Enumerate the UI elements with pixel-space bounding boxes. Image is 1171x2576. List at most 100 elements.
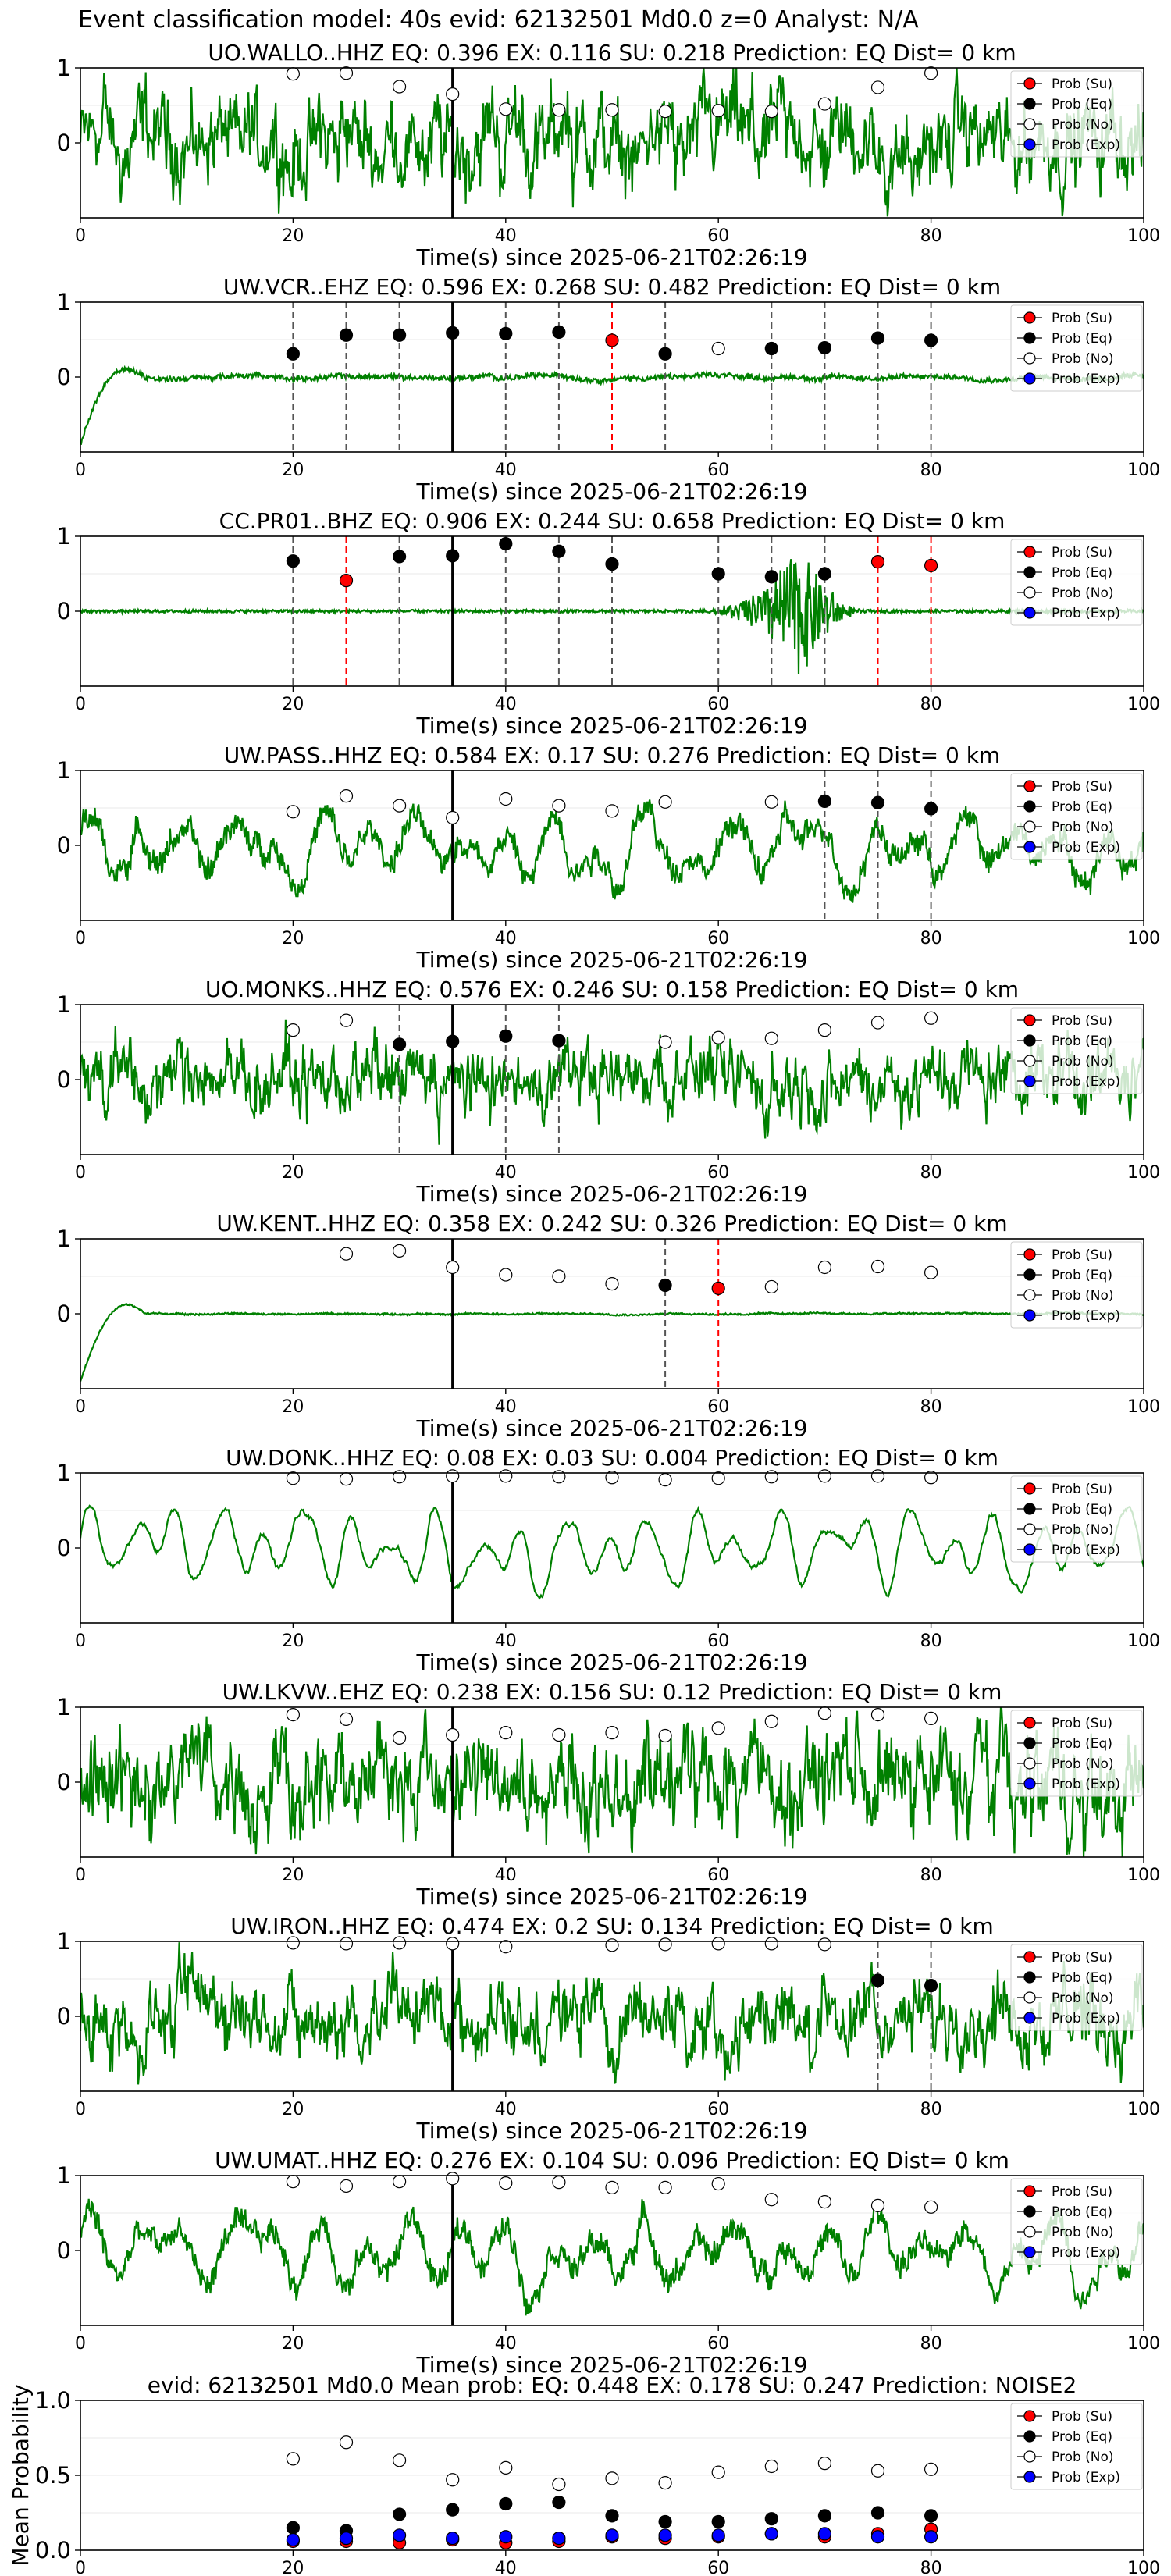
legend-label: Prob (Eq) bbox=[1052, 565, 1112, 581]
legend-box bbox=[1010, 1007, 1143, 1094]
legend-marker-exp bbox=[1023, 1777, 1036, 1790]
subplot-title: UW.VCR..EHZ EQ: 0.596 EX: 0.268 SU: 0.48… bbox=[223, 274, 1001, 300]
legend-label: Prob (Su) bbox=[1052, 779, 1112, 795]
x-axis-label: Time(s) since 2025-06-21T02:26:19 bbox=[415, 2352, 807, 2378]
prob-point-eq bbox=[817, 340, 832, 355]
prob-point-no bbox=[499, 2176, 513, 2190]
prob-point-no bbox=[764, 795, 778, 809]
subplot-title: UW.LKVW..EHZ EQ: 0.238 EX: 0.156 SU: 0.1… bbox=[222, 1679, 1002, 1705]
x-tick-label: 40 bbox=[495, 1397, 517, 1417]
waveform-trace bbox=[80, 799, 1144, 903]
x-tick-label: 80 bbox=[920, 2334, 942, 2354]
prob-point-no bbox=[658, 1937, 672, 1952]
prob-point-no bbox=[286, 67, 300, 81]
x-tick-label: 60 bbox=[707, 2559, 729, 2576]
x-tick-label: 20 bbox=[282, 461, 304, 480]
x-tick-label: 0 bbox=[75, 1397, 86, 1417]
mean-point-no bbox=[817, 2457, 832, 2471]
prob-point-no bbox=[339, 789, 354, 803]
legend-label: Prob (No) bbox=[1052, 1054, 1114, 1069]
prob-point-no bbox=[446, 1260, 460, 1275]
waveform-trace bbox=[80, 365, 1144, 446]
subplot-title: UO.MONKS..HHZ EQ: 0.576 EX: 0.246 SU: 0.… bbox=[205, 977, 1019, 1002]
prob-point-no bbox=[711, 104, 725, 118]
legend-label: Prob (Exp) bbox=[1052, 1074, 1120, 1090]
prob-point-no bbox=[393, 1244, 407, 1258]
prob-point-no bbox=[339, 1472, 354, 1486]
prob-point-no bbox=[552, 799, 566, 813]
legend-marker-eq bbox=[1023, 1737, 1036, 1749]
prob-point-no bbox=[286, 1023, 300, 1037]
mean-point-eq bbox=[764, 2512, 778, 2526]
x-tick-label: 80 bbox=[920, 1163, 942, 1183]
y-tick-label: 1 bbox=[57, 2162, 71, 2189]
prob-point-su bbox=[605, 333, 619, 347]
x-tick-label: 100 bbox=[1127, 929, 1160, 948]
legend-marker-su bbox=[1023, 2410, 1036, 2422]
mean-point-exp bbox=[764, 2527, 778, 2541]
prob-point-no bbox=[711, 1721, 725, 1735]
prob-point-no bbox=[817, 1937, 832, 1952]
x-tick-label: 0 bbox=[75, 2559, 86, 2576]
legend-label: Prob (Su) bbox=[1052, 1482, 1112, 1497]
prob-point-no bbox=[924, 66, 938, 80]
prob-point-no bbox=[339, 66, 354, 80]
x-tick-label: 60 bbox=[707, 695, 729, 714]
x-axis-label: Time(s) since 2025-06-21T02:26:19 bbox=[415, 2118, 807, 2144]
legend-label: Prob (No) bbox=[1052, 2450, 1114, 2465]
x-tick-label: 60 bbox=[707, 1631, 729, 1651]
subplot-title: UW.KENT..HHZ EQ: 0.358 EX: 0.242 SU: 0.3… bbox=[216, 1211, 1007, 1236]
legend-marker-su bbox=[1023, 1951, 1036, 1963]
x-axis-label: Time(s) since 2025-06-21T02:26:19 bbox=[415, 1884, 807, 1909]
legend-label: Prob (Eq) bbox=[1052, 2429, 1112, 2445]
mean-point-no bbox=[605, 2471, 619, 2485]
x-tick-label: 100 bbox=[1127, 2559, 1160, 2576]
prob-point-no bbox=[711, 1471, 725, 1485]
prob-point-no bbox=[339, 2179, 354, 2194]
mean-point-no bbox=[499, 2460, 513, 2475]
prob-point-no bbox=[924, 1265, 938, 1279]
legend-marker-no bbox=[1023, 1991, 1036, 2004]
prob-point-no bbox=[764, 1937, 778, 1951]
legend-label: Prob (Exp) bbox=[1052, 2470, 1120, 2485]
mean-point-eq bbox=[658, 2514, 672, 2529]
prob-point-no bbox=[870, 2198, 885, 2212]
x-tick-label: 0 bbox=[75, 2334, 86, 2354]
y-tick-label: 1 bbox=[57, 1928, 71, 1955]
legend-marker-no bbox=[1023, 1523, 1036, 1535]
legend-label: Prob (Exp) bbox=[1052, 1308, 1120, 1324]
subplot-3: CC.PR01..BHZ EQ: 0.906 EX: 0.244 SU: 0.6… bbox=[57, 508, 1160, 738]
legend-label: Prob (Su) bbox=[1052, 2409, 1112, 2425]
prob-point-no bbox=[552, 1470, 566, 1484]
x-axis-label: Time(s) since 2025-06-21T02:26:19 bbox=[415, 1181, 807, 1207]
x-tick-label: 0 bbox=[75, 461, 86, 480]
prob-point-no bbox=[393, 1731, 407, 1745]
x-axis-label: Time(s) since 2025-06-21T02:26:19 bbox=[415, 1649, 807, 1675]
mean-point-eq bbox=[286, 2521, 300, 2535]
y-tick-label: 0 bbox=[57, 598, 71, 624]
mean-point-eq bbox=[499, 2496, 513, 2511]
legend-label: Prob (Su) bbox=[1052, 545, 1112, 560]
y-tick-label: 0 bbox=[57, 130, 71, 156]
prob-point-no bbox=[552, 1727, 566, 1742]
x-tick-label: 100 bbox=[1127, 1397, 1160, 1417]
x-tick-label: 60 bbox=[707, 1866, 729, 1885]
legend-marker-su bbox=[1023, 311, 1036, 324]
prob-point-eq bbox=[499, 536, 513, 551]
mean-point-no bbox=[924, 2462, 938, 2476]
x-tick-label: 100 bbox=[1127, 2334, 1160, 2354]
x-tick-label: 20 bbox=[282, 1397, 304, 1417]
x-tick-label: 20 bbox=[282, 226, 304, 246]
prob-point-eq bbox=[393, 1037, 407, 1051]
prob-point-no bbox=[924, 1011, 938, 1025]
prob-point-eq bbox=[499, 326, 513, 340]
prob-point-no bbox=[817, 2195, 832, 2209]
subplot-title: evid: 62132501 Md0.0 Mean prob: EQ: 0.44… bbox=[148, 2372, 1077, 2398]
legend-marker-exp bbox=[1023, 2471, 1036, 2483]
prob-point-eq bbox=[393, 550, 407, 564]
prob-point-no bbox=[711, 1937, 725, 1951]
legend-marker-eq bbox=[1023, 1503, 1036, 1515]
prob-point-no bbox=[446, 810, 460, 825]
prob-point-su bbox=[711, 1281, 725, 1295]
x-tick-label: 20 bbox=[282, 1631, 304, 1651]
